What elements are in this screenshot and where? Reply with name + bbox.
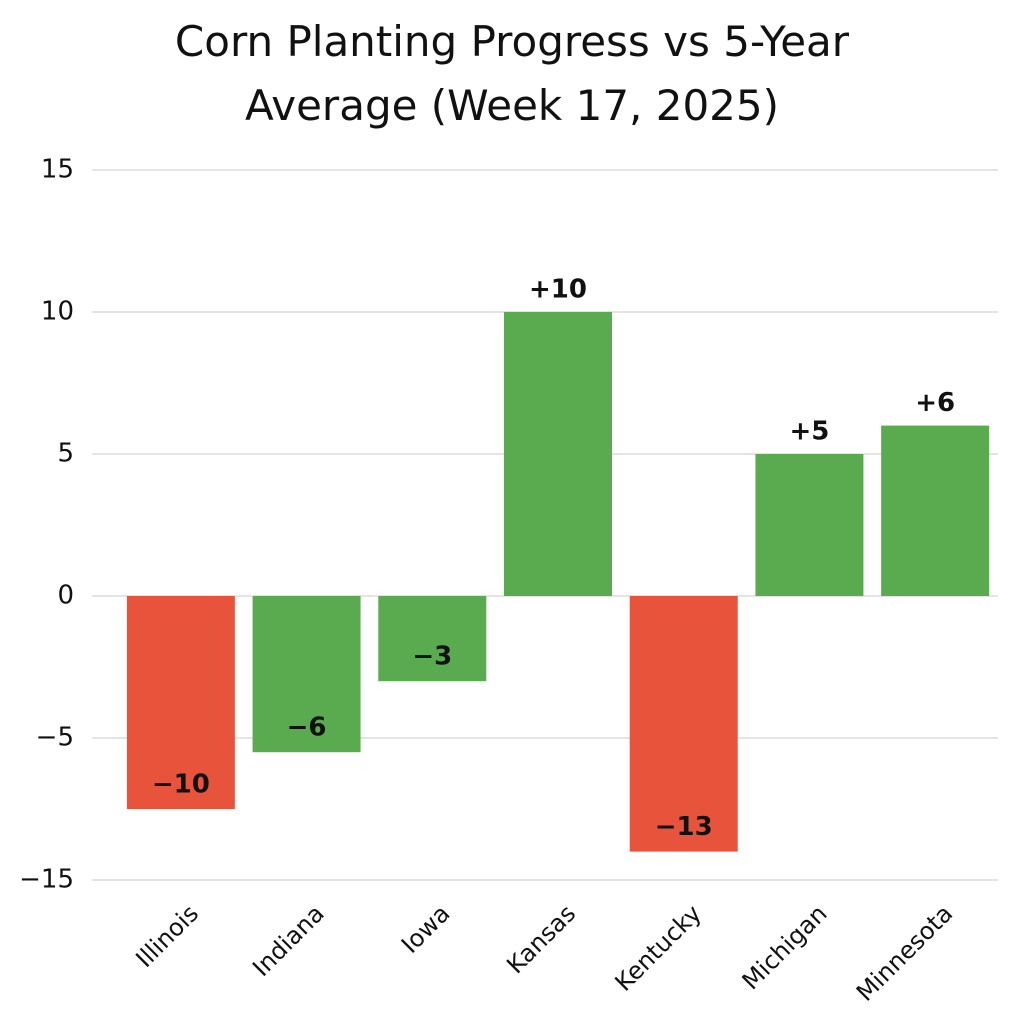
value-label: +5 (789, 417, 829, 447)
bar (504, 312, 612, 596)
y-tick-label: −5 (36, 723, 74, 753)
y-tick-label: 0 (57, 581, 74, 611)
x-tick-label: Indiana (247, 899, 330, 982)
value-label: +6 (915, 388, 955, 418)
x-tick-label: Kentucky (610, 899, 707, 996)
x-tick-label: Minnesota (851, 899, 958, 1006)
y-tick-label: 10 (41, 297, 74, 327)
value-label: −6 (287, 713, 327, 743)
bar (755, 454, 864, 596)
x-tick-label: Illinois (130, 899, 204, 973)
value-label: −10 (152, 770, 210, 800)
chart-title: Corn Planting Progress vs 5-Year Average… (174, 17, 850, 130)
value-label: −13 (655, 812, 713, 842)
x-tick-label: Iowa (396, 899, 455, 958)
value-label: −3 (412, 642, 452, 672)
bar (881, 425, 990, 596)
y-tick-label: 5 (57, 439, 74, 469)
x-tick-label: Michigan (737, 899, 833, 995)
y-tick-label: 15 (41, 155, 74, 185)
bar (126, 596, 235, 809)
bar (378, 596, 487, 682)
value-label: +10 (529, 275, 587, 305)
bar (629, 596, 738, 852)
bar (252, 596, 361, 753)
y-tick-label: −15 (19, 865, 74, 895)
x-tick-label: Kansas (501, 899, 581, 979)
